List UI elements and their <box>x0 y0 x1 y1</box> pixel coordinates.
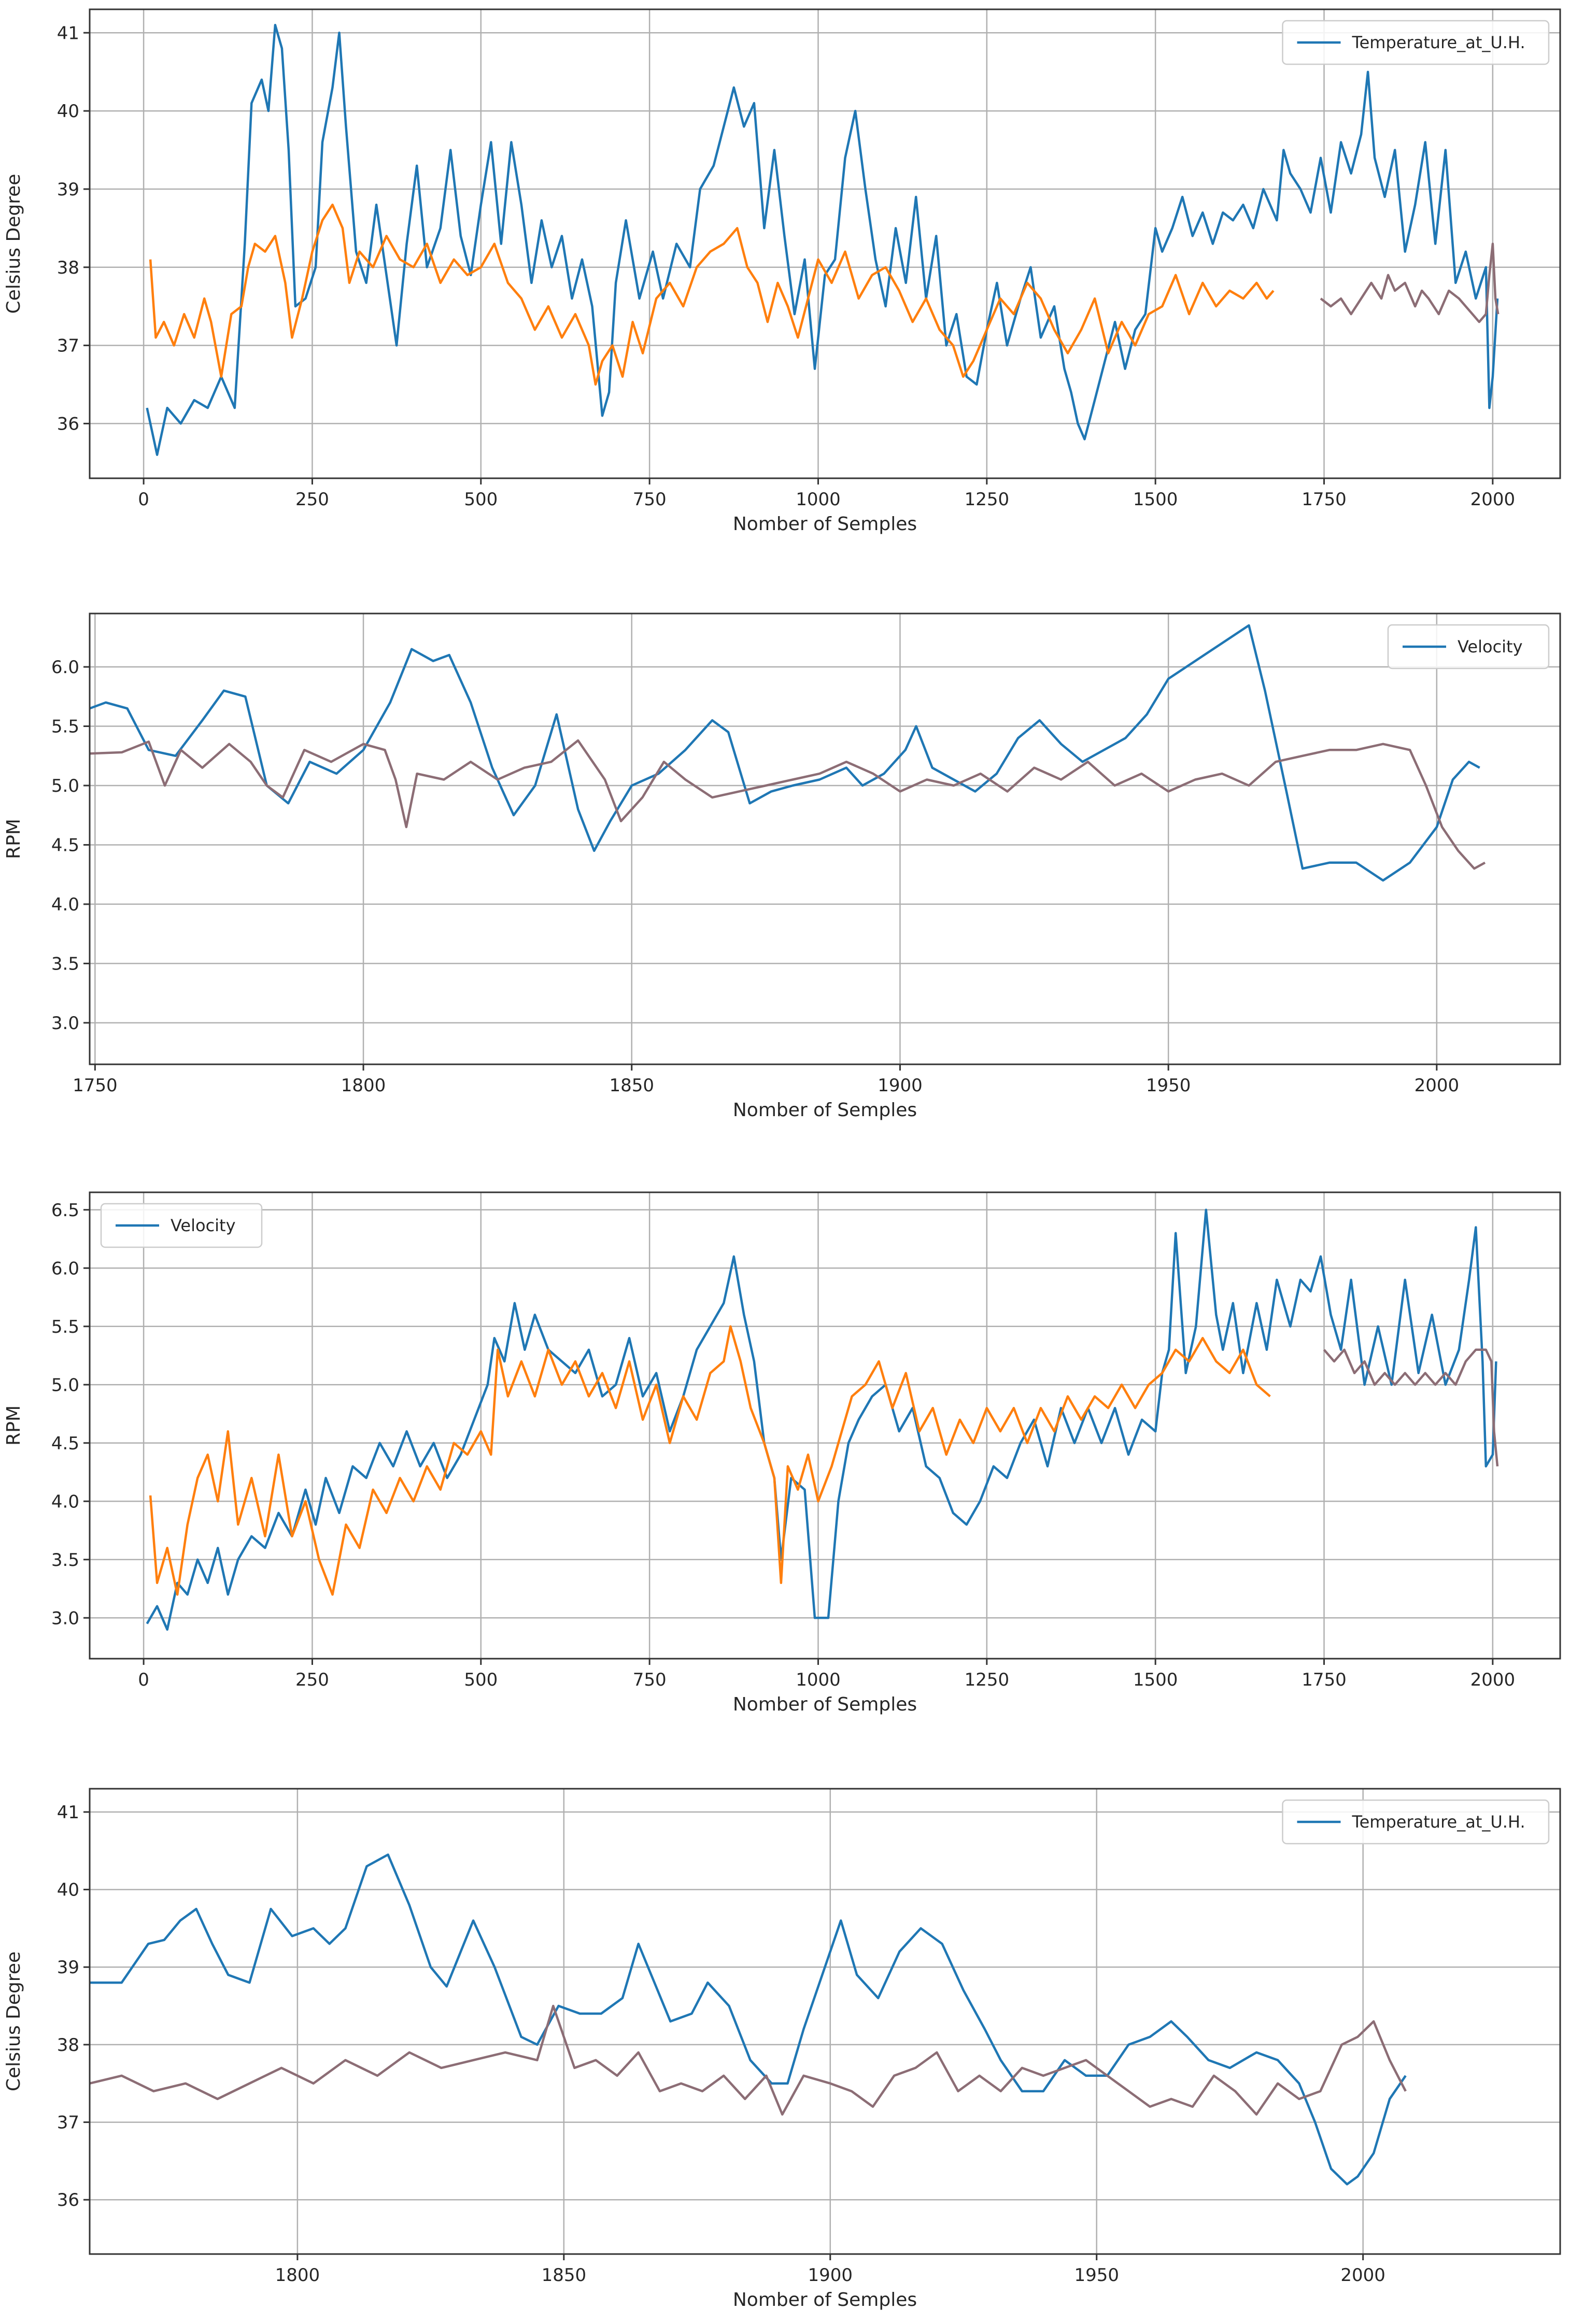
series-line-2 <box>149 1325 1271 1596</box>
x-tick-label: 250 <box>295 1670 329 1690</box>
plot-frame <box>89 612 1561 1065</box>
legend: Temperature_at_U.H. <box>1282 1799 1550 1845</box>
y-tick-label: 36 <box>57 2190 79 2211</box>
legend-label: Temperature_at_U.H. <box>1352 33 1525 52</box>
chart-panel-4: 1800 1850 1900 1950 2000 36 37 38 39 40 41 Nomber o… <box>3 1788 1561 2311</box>
y-axis-label: Celsius Degree <box>3 1951 24 2091</box>
y-tick-label: 40 <box>57 101 79 122</box>
legend-box <box>1387 624 1550 669</box>
plot-frame <box>89 8 1561 479</box>
chart-panel-2: 1750 1800 1850 1900 1950 2000 3.0 3.5 4.0 4.5 5.0 5… <box>3 612 1561 1121</box>
x-axis-label: Nomber of Semples <box>733 1100 917 1121</box>
legend-box <box>1282 1799 1550 1845</box>
y-axis-label: Celsius Degree <box>3 174 24 313</box>
x-tick-label: 1500 <box>1133 489 1178 510</box>
x-tick-label: 750 <box>633 489 667 510</box>
x-tick-label: 1000 <box>796 489 841 510</box>
x-tick-label: 750 <box>633 1670 667 1690</box>
y-tick-label: 6.0 <box>51 657 79 678</box>
series-line-3 <box>1320 243 1500 323</box>
x-tick-label: 1750 <box>1302 489 1347 510</box>
series-line-1 <box>90 1853 1407 2186</box>
x-tick-label: 1850 <box>542 2265 587 2286</box>
y-tick-label: 3.5 <box>51 953 79 974</box>
series-line-1 <box>146 1208 1497 1631</box>
series-line-3 <box>1323 1348 1499 1467</box>
x-tick-label: 250 <box>295 489 329 510</box>
y-tick-label: 5.5 <box>51 1317 79 1337</box>
y-tick-label: 4.0 <box>51 894 79 915</box>
x-tick-label: 1000 <box>796 1670 841 1690</box>
x-tick-label: 1950 <box>1146 1075 1191 1096</box>
y-tick-label: 4.5 <box>51 1433 79 1454</box>
x-tick-label: 2000 <box>1340 2265 1385 2286</box>
y-tick-label: 37 <box>57 336 79 357</box>
y-tick-label: 36 <box>57 414 79 434</box>
y-tick-label: 4.5 <box>51 835 79 856</box>
x-tick-label: 1750 <box>73 1075 118 1096</box>
x-tick-label: 0 <box>138 1670 149 1690</box>
legend: Temperature_at_U.H. <box>1282 20 1550 65</box>
y-axis-label: RPM <box>3 1405 24 1446</box>
x-tick-label: 1800 <box>341 1075 386 1096</box>
x-tick-label: 1950 <box>1074 2265 1119 2286</box>
x-tick-label: 2000 <box>1470 1670 1516 1690</box>
y-axis-label: RPM <box>3 819 24 859</box>
y-tick-label: 38 <box>57 258 79 278</box>
y-tick-label: 37 <box>57 2113 79 2133</box>
legend: Velocity <box>100 1203 263 1248</box>
x-axis-label: Nomber of Semples <box>733 2289 917 2311</box>
series-line-1 <box>146 23 1499 456</box>
x-axis-label: Nomber of Semples <box>733 1694 917 1715</box>
y-tick-label: 40 <box>57 1880 79 1901</box>
y-tick-label: 39 <box>57 179 79 200</box>
x-tick-label: 500 <box>464 1670 498 1690</box>
plot-frame <box>89 1191 1561 1660</box>
legend-label: Temperature_at_U.H. <box>1352 1812 1525 1832</box>
x-tick-label: 1800 <box>275 2265 320 2286</box>
y-tick-label: 39 <box>57 1957 79 1978</box>
y-tick-label: 5.5 <box>51 717 79 737</box>
legend: Velocity <box>1387 624 1550 669</box>
plot-frame <box>89 1788 1561 2255</box>
y-tick-label: 3.5 <box>51 1550 79 1571</box>
x-tick-label: 1850 <box>609 1075 654 1096</box>
y-tick-label: 41 <box>57 23 79 44</box>
y-tick-label: 5.0 <box>51 776 79 796</box>
series-line-2 <box>89 2004 1407 2116</box>
y-tick-label: 3.0 <box>51 1608 79 1629</box>
y-tick-label: 5.0 <box>51 1375 79 1395</box>
x-tick-label: 2000 <box>1415 1075 1460 1096</box>
chart-panel-3: 0 250 500 750 1000 1250 1500 1750 2000 3.0 3.5 4.0 4… <box>3 1191 1561 1715</box>
legend-label: Velocity <box>171 1216 236 1235</box>
legend-box <box>1282 20 1550 65</box>
y-tick-label: 41 <box>57 1802 79 1823</box>
x-tick-label: 1500 <box>1133 1670 1178 1690</box>
x-axis-label: Nomber of Semples <box>733 514 917 535</box>
x-tick-label: 1900 <box>808 2265 853 2286</box>
x-tick-label: 500 <box>464 489 498 510</box>
legend-label: Velocity <box>1458 637 1523 657</box>
y-tick-label: 6.0 <box>51 1258 79 1279</box>
x-tick-label: 1250 <box>965 489 1010 510</box>
x-tick-label: 2000 <box>1470 489 1516 510</box>
y-tick-label: 38 <box>57 2035 79 2056</box>
legend-box <box>100 1203 263 1248</box>
x-tick-label: 1750 <box>1302 1670 1347 1690</box>
x-tick-label: 1900 <box>878 1075 923 1096</box>
series-line-1 <box>89 624 1480 882</box>
series-line-2 <box>149 203 1275 386</box>
series-line-2 <box>89 739 1486 870</box>
y-tick-label: 6.5 <box>51 1200 79 1221</box>
y-tick-label: 4.0 <box>51 1491 79 1512</box>
x-tick-label: 1250 <box>965 1670 1010 1690</box>
chart-panel-1: 0 250 500 750 1000 1250 1500 1750 2000 36 37 38 39 40… <box>3 8 1561 535</box>
x-tick-label: 0 <box>138 489 149 510</box>
y-tick-label: 3.0 <box>51 1013 79 1034</box>
